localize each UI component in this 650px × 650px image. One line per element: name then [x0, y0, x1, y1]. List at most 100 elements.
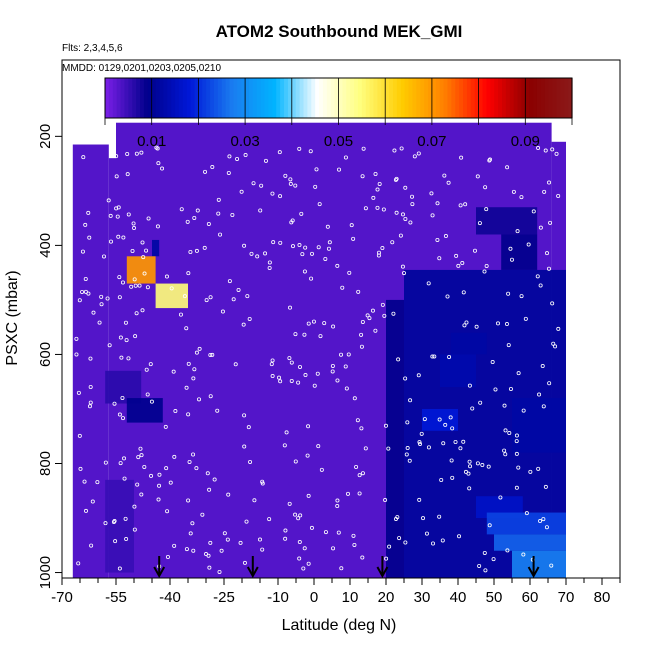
obs-point [121, 235, 126, 240]
obs-point [536, 146, 541, 151]
obs-point [293, 183, 298, 188]
colorbar-swatch [505, 78, 511, 118]
obs-point [258, 208, 263, 213]
colorbar-swatch [241, 78, 246, 118]
colorbar-swatch [182, 78, 188, 118]
obs-point [225, 537, 230, 542]
colorbar-swatch [486, 78, 491, 118]
obs-point [191, 548, 196, 553]
obs-point [375, 205, 380, 210]
colorbar-swatch [354, 78, 359, 118]
x-tick-label: 10 [342, 589, 359, 606]
obs-point [145, 392, 150, 397]
obs-point [227, 154, 232, 159]
obs-point [482, 269, 487, 274]
obs-point [376, 253, 381, 258]
obs-point [521, 408, 526, 413]
obs-point [435, 237, 440, 242]
obs-point [401, 271, 406, 276]
obs-point [157, 483, 162, 488]
obs-point [290, 244, 295, 249]
obs-point [516, 371, 521, 376]
obs-point [243, 153, 248, 158]
obs-point [403, 540, 408, 545]
obs-point [544, 251, 549, 256]
colorbar: 0.01 0.03 0.05 0.07 0.09 [104, 77, 573, 150]
obs-point [477, 563, 482, 568]
obs-point [76, 561, 81, 566]
obs-point [172, 454, 177, 459]
obs-point [394, 176, 399, 181]
heatmap-cell [450, 332, 487, 355]
obs-point [421, 516, 426, 521]
obs-point [112, 401, 117, 406]
obs-point [349, 223, 354, 228]
obs-point [458, 446, 463, 451]
colorbar-swatch [202, 78, 207, 118]
obs-point [313, 184, 318, 189]
obs-point [556, 326, 561, 331]
obs-point [172, 543, 177, 548]
heatmap-cell [155, 283, 188, 309]
obs-point [543, 484, 548, 489]
obs-point [352, 396, 357, 401]
obs-point [278, 379, 283, 384]
obs-point [182, 294, 187, 299]
obs-point [278, 240, 283, 245]
obs-point [376, 250, 381, 255]
obs-point [432, 354, 437, 359]
colorbar-swatch [268, 78, 273, 118]
colorbar-swatch [217, 78, 223, 118]
obs-point [125, 172, 130, 177]
obs-point [339, 566, 344, 571]
obs-point [519, 195, 524, 200]
plot-frame [61, 59, 621, 579]
obs-point [90, 499, 95, 504]
obs-point [184, 326, 189, 331]
obs-point [447, 354, 452, 359]
obs-point [354, 464, 359, 469]
obs-point [359, 344, 364, 349]
obs-point [297, 540, 302, 545]
obs-point [306, 321, 311, 326]
colorbar-swatch [552, 78, 558, 118]
obs-point [283, 528, 288, 533]
domain-cell [108, 158, 116, 578]
obs-point [381, 207, 386, 212]
obs-point [526, 242, 531, 247]
obs-point [131, 221, 136, 226]
obs-point [74, 336, 79, 341]
axes: -70 -55 -40 -25 -10 0 10 20 30 40 50 60 70 80 200 400 60… [37, 59, 621, 606]
obs-point [384, 556, 389, 561]
obs-point [123, 516, 128, 521]
obs-point [516, 465, 521, 470]
obs-point [330, 369, 335, 374]
colorbar-swatch [315, 78, 320, 118]
obs-point [99, 302, 104, 307]
obs-point [504, 322, 509, 327]
obs-point [554, 151, 559, 156]
colorbar-swatch [501, 78, 507, 118]
obs-point [537, 392, 542, 397]
obs-point [179, 207, 184, 212]
obs-point [83, 508, 88, 513]
obs-point [506, 291, 511, 296]
colorbar-swatch [389, 78, 394, 118]
obs-point [210, 165, 215, 170]
obs-point [322, 321, 327, 326]
obs-point [446, 180, 451, 185]
obs-point [343, 364, 348, 369]
flights-note: Flts: 2,3,4,5,6 [62, 43, 123, 54]
colorbar-swatch [428, 78, 433, 118]
colorbar-swatch [556, 78, 561, 118]
obs-point [88, 400, 93, 405]
flight-arrow-head [153, 566, 166, 579]
obs-point [538, 283, 543, 288]
obs-point [514, 433, 519, 438]
obs-point [367, 316, 372, 321]
obs-point [293, 512, 298, 517]
obs-point [437, 514, 442, 519]
obs-point [136, 455, 141, 460]
obs-point [405, 420, 410, 425]
obs-point [305, 453, 310, 458]
